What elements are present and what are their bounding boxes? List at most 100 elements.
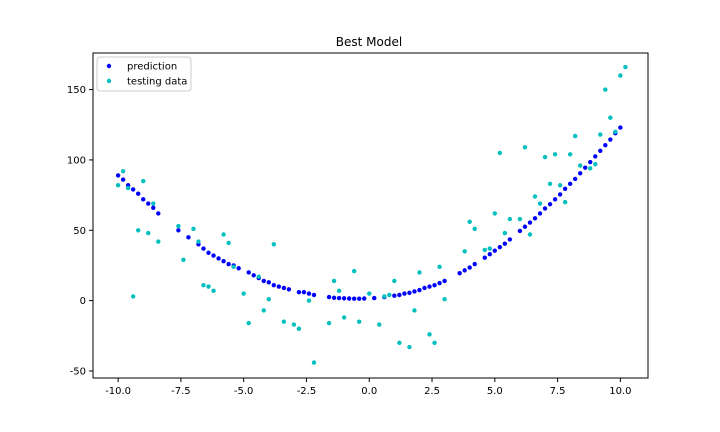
testing-data-point: [256, 274, 261, 279]
prediction-point: [588, 159, 593, 165]
prediction-point: [542, 206, 548, 211]
testing-data-point: [115, 183, 121, 188]
prediction-point: [417, 287, 422, 293]
prediction-point: [422, 285, 427, 291]
prediction-point: [537, 211, 543, 216]
x-tick-label: -5.0: [234, 386, 254, 397]
prediction-point: [407, 290, 412, 296]
prediction-point: [497, 244, 503, 250]
testing-data-point: [618, 73, 623, 78]
y-tick-label: 150: [67, 85, 86, 96]
prediction-point: [362, 296, 367, 301]
prediction-point: [281, 285, 287, 291]
prediction-point: [392, 293, 397, 298]
prediction-point: [502, 241, 508, 246]
prediction-point: [412, 289, 417, 294]
prediction-point: [603, 142, 608, 148]
prediction-point: [156, 211, 161, 216]
testing-data-point: [206, 284, 211, 289]
testing-data-point: [552, 152, 558, 157]
prediction-point: [562, 186, 568, 191]
testing-data-point: [522, 145, 528, 150]
prediction-point: [547, 202, 553, 207]
prediction-point: [226, 261, 231, 267]
legend-box: [96, 56, 192, 92]
prediction-point: [120, 177, 126, 182]
testing-data-point: [136, 228, 141, 233]
prediction-point: [246, 270, 251, 275]
testing-data-point: [442, 297, 447, 302]
testing-data-point: [356, 319, 362, 324]
x-tick-label: 2.5: [424, 386, 440, 397]
prediction-point: [402, 291, 407, 296]
testing-data-point: [482, 247, 487, 253]
testing-data-point: [311, 360, 317, 365]
series-prediction: [115, 125, 623, 301]
testing-data-point: [407, 344, 412, 350]
testing-data-point: [377, 322, 382, 327]
prediction-point: [115, 173, 121, 178]
testing-data-point: [211, 288, 216, 293]
testing-data-point: [577, 163, 583, 168]
prediction-point: [442, 278, 447, 284]
y-tick-label: -50: [70, 366, 86, 377]
prediction-point: [136, 191, 141, 196]
legend: prediction testing data: [96, 56, 192, 92]
prediction-point: [472, 261, 477, 267]
legend-label-testing-data: testing data: [127, 77, 187, 88]
testing-data-point: [176, 223, 181, 229]
prediction-point: [487, 251, 492, 257]
axes-frame: [92, 52, 649, 379]
prediction-point: [457, 270, 462, 276]
y-axis: -50 0 50 100 150: [67, 85, 93, 377]
prediction-point: [372, 295, 377, 301]
testing-data-point: [246, 320, 251, 326]
prediction-point: [572, 176, 578, 182]
testing-data-point: [598, 132, 603, 137]
prediction-point: [552, 197, 558, 202]
testing-data-point: [567, 152, 573, 157]
prediction-point: [593, 154, 598, 159]
prediction-point: [286, 287, 292, 292]
testing-data-point: [336, 288, 342, 293]
x-tick-label: -2.5: [297, 386, 317, 397]
testing-data-point: [462, 249, 467, 254]
testing-data-point: [467, 219, 472, 225]
prediction-point: [130, 187, 136, 192]
prediction-point: [522, 224, 528, 229]
testing-data-point: [306, 298, 312, 303]
testing-data-point: [382, 294, 387, 299]
testing-data-point: [367, 291, 372, 296]
prediction-point: [618, 125, 623, 130]
testing-data-point: [517, 216, 523, 222]
testing-data-point: [542, 154, 548, 160]
prediction-point: [608, 137, 613, 142]
legend-marker-testing-data: [106, 78, 112, 84]
testing-data-point: [537, 201, 543, 206]
testing-data-point: [241, 291, 246, 296]
testing-data-point: [472, 226, 477, 232]
testing-data-point: [271, 242, 277, 247]
x-tick-label: -10.0: [105, 386, 131, 397]
testing-data-point: [412, 308, 417, 313]
testing-data-point: [603, 87, 608, 92]
prediction-point: [206, 250, 211, 255]
testing-data-point: [156, 239, 161, 244]
testing-data-point: [532, 194, 538, 199]
testing-data-point: [507, 216, 513, 222]
testing-data-point: [281, 319, 287, 324]
prediction-point: [301, 289, 307, 295]
prediction-point: [151, 205, 156, 210]
testing-data-point: [291, 322, 297, 327]
prediction-point: [532, 216, 538, 221]
testing-data-point: [181, 257, 186, 263]
testing-data-point: [497, 150, 503, 156]
testing-data-point: [130, 294, 136, 299]
testing-data-point: [588, 166, 593, 171]
prediction-point: [577, 171, 583, 176]
testing-data-point: [487, 246, 492, 251]
prediction-point: [351, 296, 357, 301]
prediction-point: [326, 294, 332, 300]
prediction-point: [141, 197, 146, 202]
